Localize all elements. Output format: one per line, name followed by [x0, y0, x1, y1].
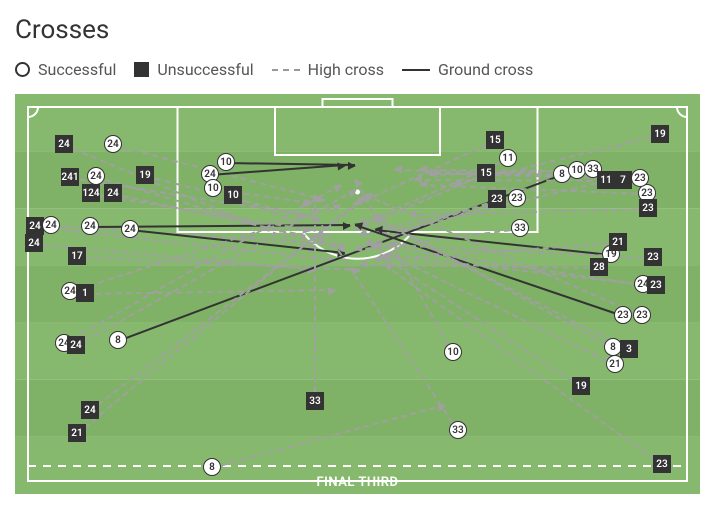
pitch-container: 2424241910241010242424241724241242424112…: [15, 94, 700, 494]
cross-marker-successful: 24: [87, 167, 105, 185]
cross-marker-successful: 33: [449, 421, 467, 439]
arrowhead-icon: [312, 194, 320, 202]
legend-label: High cross: [308, 60, 384, 79]
legend: Successful Unsuccessful High cross Groun…: [15, 60, 700, 79]
cross-marker-unsuccessful: 23: [653, 455, 671, 473]
cross-marker-successful: 23: [614, 306, 632, 324]
cross-marker-successful: 23: [633, 306, 651, 324]
cross-marker-unsuccessful: 241: [61, 168, 79, 186]
arrowhead-icon: [328, 287, 336, 295]
arrowhead-icon: [424, 168, 432, 176]
cross-marker-successful: 8: [109, 331, 127, 349]
legend-label: Successful: [38, 60, 116, 79]
cross-marker-successful: 24: [121, 220, 139, 238]
cross-marker-unsuccessful: 19: [651, 125, 669, 143]
cross-marker-successful: 10: [204, 179, 222, 197]
arrowhead-icon: [353, 244, 362, 253]
cross-marker-unsuccessful: 19: [136, 166, 154, 184]
circle-icon: [15, 62, 30, 77]
cross-line: [314, 195, 316, 402]
legend-unsuccessful: Unsuccessful: [134, 60, 253, 79]
arrowhead-icon: [348, 162, 356, 170]
cross-marker-unsuccessful: 21: [68, 424, 86, 442]
cross-marker-unsuccessful: 24: [104, 184, 122, 202]
arrowhead-icon: [374, 240, 383, 249]
arrowhead-icon: [343, 222, 351, 230]
cross-marker-unsuccessful: 15: [477, 164, 495, 182]
cross-marker-unsuccessful: 24: [81, 401, 99, 419]
arrowhead-icon: [409, 210, 417, 218]
cross-marker-successful: 24: [104, 135, 122, 153]
cross-marker-successful: 8: [203, 458, 221, 476]
cross-marker-successful: 11: [499, 149, 517, 167]
legend-label: Unsuccessful: [157, 60, 253, 79]
arrowhead-icon: [317, 236, 327, 246]
cross-marker-unsuccessful: 23: [639, 199, 657, 217]
cross-marker-unsuccessful: 17: [68, 247, 86, 265]
cross-marker-unsuccessful: 21: [609, 233, 627, 251]
cross-marker-unsuccessful: 19: [572, 377, 590, 395]
cross-marker-successful: 33: [511, 219, 529, 237]
cross-marker-unsuccessful: 3: [620, 340, 638, 358]
cross-marker-unsuccessful: 15: [486, 131, 504, 149]
cross-marker-unsuccessful: 24: [55, 135, 73, 153]
cross-marker-successful: 23: [508, 189, 526, 207]
cross-marker-unsuccessful: 124: [82, 184, 100, 202]
arrowhead-icon: [338, 162, 347, 171]
cross-marker-successful: 10: [217, 153, 235, 171]
arrowhead-icon: [394, 165, 402, 173]
dash-icon: [272, 69, 300, 71]
arrowhead-icon: [359, 260, 367, 268]
cross-marker-unsuccessful: 23: [488, 190, 506, 208]
cross-marker-unsuccessful: 23: [644, 248, 662, 266]
legend-high-cross: High cross: [272, 60, 384, 79]
cross-marker-unsuccessful: 23: [647, 276, 665, 294]
cross-marker-unsuccessful: 1: [76, 284, 94, 302]
legend-ground-cross: Ground cross: [402, 60, 533, 79]
arrowhead-icon: [419, 180, 427, 188]
cross-marker-successful: 23: [631, 169, 649, 187]
chart-title: Crosses: [15, 15, 700, 45]
square-icon: [134, 62, 149, 77]
cross-marker-unsuccessful: 7: [614, 171, 632, 189]
cross-marker-successful: 10: [444, 343, 462, 361]
legend-successful: Successful: [15, 60, 116, 79]
cross-marker-successful: 24: [81, 217, 99, 235]
final-third-label: FINAL THIRD: [317, 475, 399, 490]
cross-marker-successful: 24: [42, 216, 60, 234]
cross-marker-unsuccessful: 24: [25, 234, 43, 252]
cross-marker-successful: 21: [606, 355, 624, 373]
cross-marker-unsuccessful: 24: [67, 336, 85, 354]
solid-line-icon: [402, 69, 430, 71]
legend-label: Ground cross: [438, 60, 533, 79]
arrowhead-icon: [389, 240, 397, 248]
cross-marker-unsuccessful: 33: [306, 392, 324, 410]
cross-marker-unsuccessful: 28: [590, 258, 608, 276]
cross-marker-unsuccessful: 10: [224, 186, 242, 204]
cross-marker-unsuccessful: 11: [597, 171, 615, 189]
